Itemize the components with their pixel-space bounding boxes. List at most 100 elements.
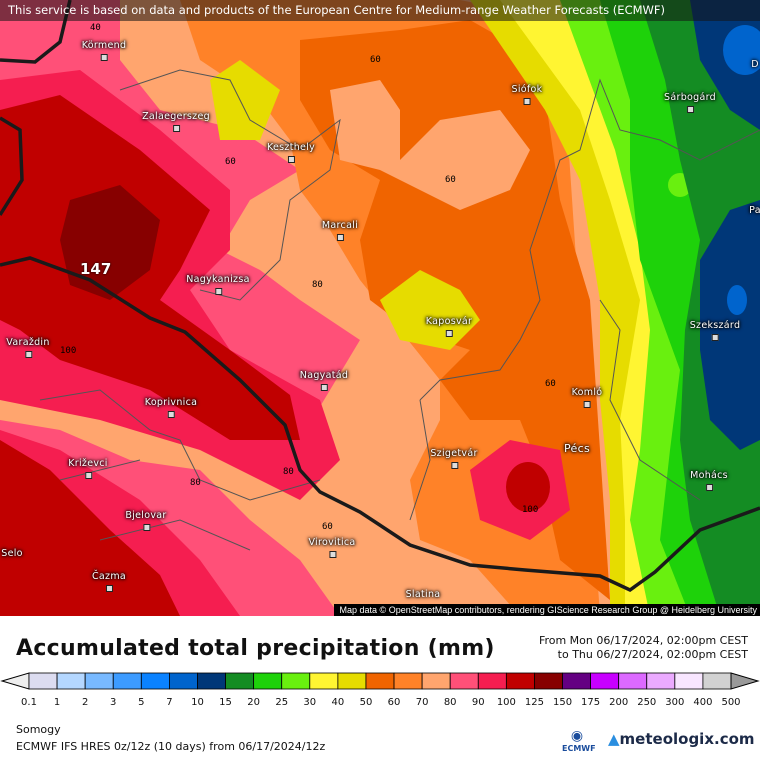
area-70-inner: [330, 80, 530, 210]
period-from: From Mon 06/17/2024, 02:00pm CEST: [538, 634, 748, 647]
precipitation-map: [0, 0, 760, 616]
legend-swatch: [197, 672, 226, 690]
legend-swatch: [112, 672, 142, 690]
city-label: Čazma: [92, 571, 126, 592]
city-label: Mohács: [690, 470, 728, 491]
legend-tick-label: 40: [331, 697, 345, 708]
legend-tick-label: 250: [637, 697, 657, 708]
legend-tick-label: 80: [443, 697, 457, 708]
legend-swatch: [365, 672, 395, 690]
city-label: Kaposvár: [426, 316, 472, 337]
city-label: D: [751, 59, 759, 70]
contour-label: 80: [283, 467, 294, 477]
legend-tick-label: 0.1: [21, 697, 37, 708]
legend-tick-label: 25: [275, 697, 289, 708]
legend-swatch: [618, 672, 648, 690]
legend-tick-label: 15: [219, 697, 232, 708]
period-to: to Thu 06/27/2024, 02:00pm CEST: [557, 648, 748, 661]
legend-tick-label: 150: [552, 697, 573, 708]
contour-label: 100: [522, 505, 539, 515]
area-40-kaposvar: [380, 270, 480, 350]
legend-swatch: [253, 672, 283, 690]
legend-swatch: [505, 672, 535, 690]
city-label: Pécs: [564, 442, 590, 455]
legend-under-arrow: [0, 672, 30, 690]
legend-swatch: [56, 672, 86, 690]
legend-tick-label: 60: [387, 697, 401, 708]
legend-tick-label: 500: [721, 697, 741, 708]
city-label: Marcali: [322, 220, 358, 241]
city-label: Sárbogárd: [664, 92, 716, 113]
legend-swatch: [393, 672, 423, 690]
legend-swatch: [449, 672, 479, 690]
legend-over-arrow: [730, 672, 760, 690]
legend-swatch: [421, 672, 451, 690]
city-label: Körmend: [82, 40, 127, 61]
contour-label: 80: [190, 478, 201, 488]
legend-tick-label: 70: [415, 697, 429, 708]
legend-swatch: [281, 672, 311, 690]
city-label: Bjelovar: [125, 510, 166, 531]
color-scale-legend: [0, 672, 760, 690]
legend-tick-label: 125: [524, 697, 544, 708]
legend-tick-label: 30: [303, 697, 317, 708]
contour-label: 40: [90, 23, 101, 33]
legend-swatch: [702, 672, 732, 690]
city-label: Siófok: [512, 84, 543, 105]
country-border: [0, 256, 760, 593]
city-label: Komló: [572, 387, 603, 408]
legend-swatch: [84, 672, 114, 690]
legend-tick-label: 5: [138, 697, 145, 708]
city-label: Pa: [749, 205, 760, 216]
legend-tick-label: 50: [359, 697, 373, 708]
region-name: Somogy: [16, 723, 61, 736]
contour-label: 80: [312, 280, 323, 290]
legend-swatch: [28, 672, 58, 690]
city-label: Slatina: [405, 589, 441, 600]
legend-tick-label: 3: [110, 697, 117, 708]
map-attribution: Map data © OpenStreetMap contributors, r…: [333, 604, 760, 616]
ecmwf-logo: ◉ ECMWF: [562, 728, 596, 753]
legend-tick-label: 300: [665, 697, 685, 708]
legend-swatch: [337, 672, 367, 690]
legend-swatch: [590, 672, 620, 690]
legend-tick-label: 2: [81, 697, 89, 708]
contour-label: 60: [445, 175, 456, 185]
legend-swatch: [477, 672, 507, 690]
city-label: Szigetvár: [430, 448, 477, 469]
city-label: Križevci: [68, 458, 108, 479]
contour-label: 60: [545, 379, 556, 389]
legend-swatch: [225, 672, 255, 690]
contour-label: 60: [322, 522, 333, 532]
city-label: Keszthely: [267, 142, 315, 163]
legend-tick-label: 400: [693, 697, 713, 708]
model-info: ECMWF IFS HRES 0z/12z (10 days) from 06/…: [16, 740, 326, 753]
max-value-label: 147: [80, 260, 112, 278]
meteologix-logo: ▲meteologix.com: [608, 730, 755, 748]
legend-tick-label: 100: [496, 697, 516, 708]
city-label: Selo: [1, 548, 23, 559]
city-label: Nagykanizsa: [186, 274, 249, 295]
contour-label: 60: [225, 157, 236, 167]
legend-tick-label: 1: [53, 697, 61, 708]
legend-swatch: [168, 672, 198, 690]
legend-tick-label: 7: [166, 697, 173, 708]
city-label: Nagyatád: [300, 370, 348, 391]
city-label: Zalaegerszeg: [142, 111, 210, 132]
legend-tick-label: 90: [471, 697, 485, 708]
city-label: Virovitica: [308, 537, 355, 558]
city-label: Szekszárd: [690, 320, 741, 341]
area-125: [60, 185, 160, 300]
map-title: Accumulated total precipitation (mm): [16, 636, 495, 661]
legend-tick-label: 10: [191, 697, 204, 708]
legend-swatch: [309, 672, 339, 690]
city-label: Varaždin: [6, 337, 49, 358]
contour-label: 100: [60, 346, 77, 356]
legend-swatch: [562, 672, 592, 690]
area-10: [690, 0, 760, 450]
legend-swatch: [674, 672, 704, 690]
legend-swatch: [646, 672, 676, 690]
ecmwf-disclaimer-banner: This service is based on data and produc…: [0, 0, 760, 21]
legend-tick-label: 175: [581, 697, 601, 708]
legend-tick-label: 20: [247, 697, 260, 708]
